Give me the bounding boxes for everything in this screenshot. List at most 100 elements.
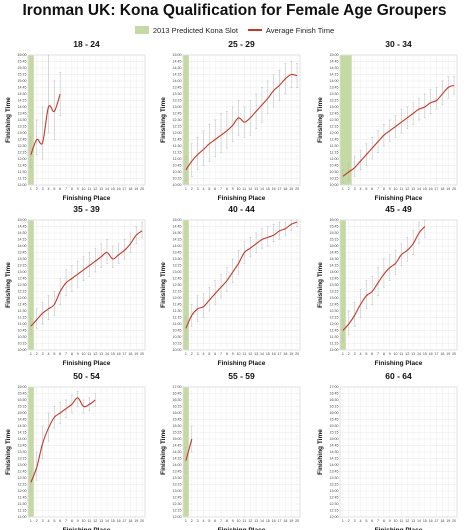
x-tick-label: 16 — [117, 187, 121, 191]
x-tick-label: 8 — [226, 352, 228, 356]
y-tick-label: 10:30 — [173, 335, 182, 339]
y-tick-label: 15:30 — [330, 424, 339, 428]
y-tick-label: 13:15 — [330, 99, 339, 103]
y-tick-label: 12:00 — [330, 515, 339, 519]
y-tick-label: 11:30 — [173, 309, 182, 313]
x-tick-label: 10 — [237, 187, 241, 191]
x-tick-label: 12 — [405, 187, 409, 191]
x-tick-label: 1 — [185, 352, 187, 356]
y-axis-label: Finishing Time — [160, 262, 167, 308]
y-tick-label: 11:45 — [173, 138, 182, 142]
y-tick-label: 13:45 — [330, 470, 339, 474]
x-tick-label: 17 — [123, 187, 127, 191]
x-tick-label: 9 — [232, 352, 234, 356]
y-tick-label: 14:45 — [330, 444, 339, 448]
x-tick-label: 2 — [36, 519, 38, 523]
x-tick-label: 2 — [191, 352, 193, 356]
y-tick-label: 14:45 — [18, 418, 27, 422]
legend-swatch-kona-slot — [134, 26, 149, 34]
x-tick-label: 14 — [260, 187, 264, 191]
y-tick-label: 11:00 — [173, 157, 182, 161]
y-tick-label: 13:30 — [330, 92, 339, 96]
x-tick-label: 1 — [185, 519, 187, 523]
y-tick-label: 11:15 — [173, 151, 182, 155]
x-tick-label: 3 — [42, 187, 44, 191]
x-tick-label: 19 — [446, 352, 450, 356]
panel-title: 45 - 49 — [385, 204, 412, 214]
x-tick-label: 6 — [59, 519, 61, 523]
y-tick-label: 13:45 — [173, 470, 182, 474]
x-tick-label: 13 — [99, 187, 103, 191]
x-tick-label: 8 — [71, 519, 73, 523]
x-tick-label: 6 — [59, 187, 61, 191]
y-tick-label: 14:45 — [18, 86, 27, 90]
x-tick-label: 5 — [365, 187, 367, 191]
x-tick-label: 5 — [365, 352, 367, 356]
x-tick-label: 1 — [30, 352, 32, 356]
y-tick-label: 10:00 — [18, 348, 27, 352]
y-tick-label: 12:30 — [173, 283, 182, 287]
y-tick-label: 15:45 — [18, 60, 27, 64]
x-tick-label: 10 — [237, 352, 241, 356]
x-tick-label: 18 — [283, 519, 287, 523]
x-tick-label: 11 — [243, 352, 247, 356]
x-tick-label: 17 — [123, 352, 127, 356]
x-tick-label: 15 — [111, 519, 115, 523]
x-tick-label: 15 — [423, 187, 427, 191]
x-tick-label: 4 — [202, 187, 204, 191]
x-axis-label: Finishing Place — [218, 527, 266, 530]
kona-slot-band — [28, 55, 34, 185]
x-tick-label: 10 — [394, 519, 398, 523]
panel-55-59: 55 - 59 12:00 12:15 12:30 12:45 13:00 13:15 13:… — [160, 371, 301, 530]
y-tick-label: 14:45 — [173, 60, 182, 64]
x-tick-label: 10 — [82, 519, 86, 523]
x-tick-label: 18 — [128, 519, 132, 523]
y-tick-label: 13:00 — [18, 463, 27, 467]
panel-title: 18 - 24 — [73, 39, 100, 49]
y-tick-label: 15:00 — [18, 79, 27, 83]
y-tick-label: 11:00 — [173, 322, 182, 326]
x-tick-label: 16 — [272, 187, 276, 191]
x-tick-label: 14 — [260, 519, 264, 523]
x-tick-label: 11 — [243, 519, 247, 523]
y-tick-label: 11:15 — [18, 509, 27, 513]
x-tick-label: 11 — [400, 187, 404, 191]
y-tick-label: 15:15 — [330, 431, 339, 435]
y-tick-label: 10:15 — [173, 177, 182, 181]
x-tick-label: 14 — [417, 352, 421, 356]
y-tick-label: 11:15 — [18, 177, 27, 181]
y-tick-label: 16:15 — [330, 405, 339, 409]
x-tick-label: 15 — [423, 352, 427, 356]
x-tick-label: 11 — [88, 187, 92, 191]
y-tick-label: 12:00 — [330, 131, 339, 135]
y-tick-label: 13:15 — [173, 99, 182, 103]
y-tick-label: 12:15 — [173, 509, 182, 513]
x-tick-label: 17 — [278, 352, 282, 356]
y-tick-label: 14:30 — [330, 66, 339, 70]
y-tick-label: 13:45 — [173, 251, 182, 255]
y-tick-label: 13:00 — [330, 489, 339, 493]
y-tick-label: 12:15 — [330, 125, 339, 129]
x-tick-label: 18 — [440, 352, 444, 356]
panel-45-49: 45 - 49 11:00 11:15 11:30 11:45 12:00 12:15 12:… — [317, 204, 458, 367]
x-tick-label: 9 — [389, 352, 391, 356]
x-tick-label: 15 — [423, 519, 427, 523]
x-tick-label: 9 — [389, 187, 391, 191]
y-tick-label: 15:45 — [173, 418, 182, 422]
y-axis-label: Finishing Time — [160, 429, 167, 475]
panel-title: 25 - 29 — [228, 39, 255, 49]
x-tick-label: 19 — [134, 519, 138, 523]
y-tick-label: 15:45 — [330, 418, 339, 422]
y-tick-label: 13:15 — [330, 290, 339, 294]
y-tick-label: 12:45 — [18, 277, 27, 281]
y-tick-label: 11:30 — [18, 170, 27, 174]
x-tick-label: 10 — [394, 352, 398, 356]
y-tick-label: 14:45 — [330, 251, 339, 255]
x-tick-label: 19 — [289, 519, 293, 523]
x-axis-label: Finishing Place — [218, 360, 266, 367]
x-tick-label: 5 — [208, 519, 210, 523]
y-tick-label: 11:15 — [173, 316, 182, 320]
y-tick-label: 15:30 — [18, 66, 27, 70]
x-tick-label: 1 — [185, 187, 187, 191]
x-tick-label: 16 — [117, 352, 121, 356]
